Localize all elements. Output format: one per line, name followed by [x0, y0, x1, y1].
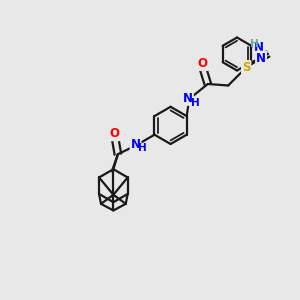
Text: H: H: [250, 39, 259, 49]
Text: O: O: [109, 127, 119, 140]
Text: N: N: [183, 92, 193, 105]
Text: H: H: [138, 143, 147, 153]
Text: S: S: [242, 61, 250, 74]
Text: H: H: [191, 98, 200, 108]
Text: N: N: [254, 41, 264, 54]
Text: O: O: [197, 57, 207, 70]
Text: N: N: [256, 52, 266, 64]
Text: N: N: [130, 138, 141, 151]
